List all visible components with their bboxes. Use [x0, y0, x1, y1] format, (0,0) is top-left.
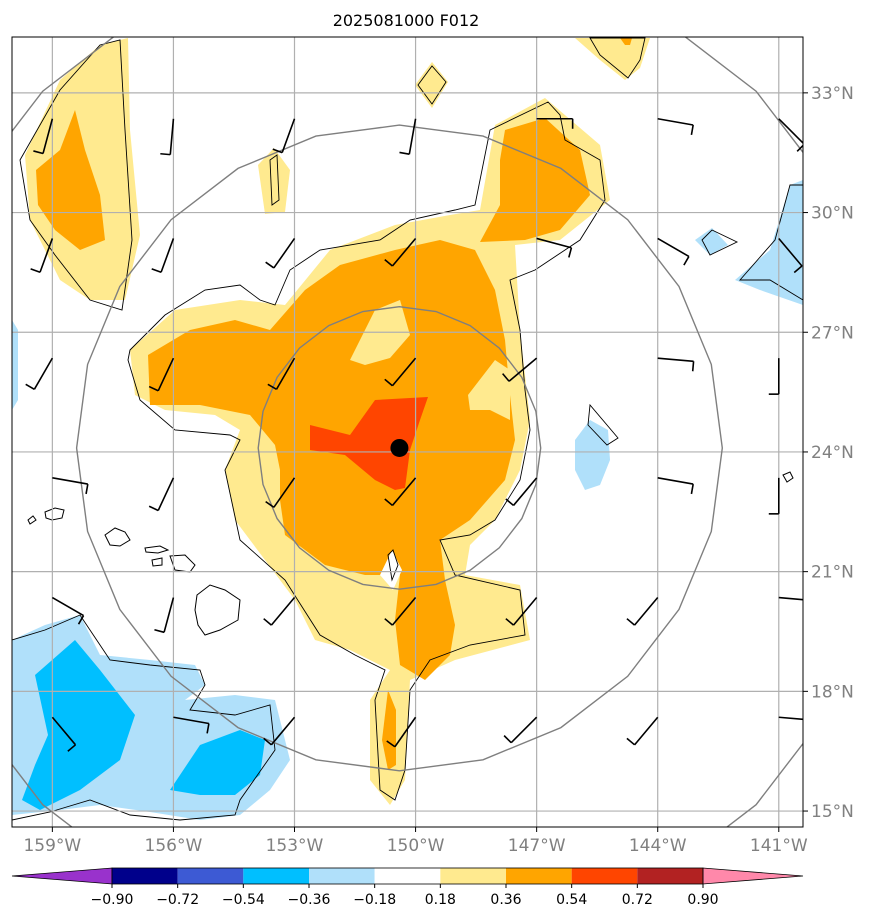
wind-barb [778, 596, 803, 601]
wind-barb [768, 358, 780, 395]
wind-barb [384, 597, 417, 626]
wind-barb [657, 117, 694, 135]
wind-barb [25, 357, 54, 391]
wind-barb [272, 118, 296, 154]
wind-barb [502, 357, 538, 382]
wind-barb [657, 357, 695, 372]
wind-barb [148, 477, 175, 512]
lon-tick-label: 150°W [387, 836, 445, 856]
wind-barb [265, 477, 296, 508]
lon-tick-label: 147°W [508, 836, 566, 856]
wind-barb [384, 477, 417, 507]
wind-barb [778, 118, 803, 152]
colorbar-label: −0.54 [222, 892, 265, 908]
wind-barb [384, 237, 417, 267]
wind-barb [263, 597, 296, 626]
wind-barb [51, 716, 77, 752]
lat-tick-label: 33°N [811, 84, 854, 104]
wind-barb [384, 357, 417, 387]
colorbar-label: 0.90 [687, 892, 718, 908]
colorbar-label: −0.18 [353, 892, 396, 908]
colorbar: −0.90 −0.72 −0.54 −0.36 −0.18 0.18 0.36 0.54 0.7… [11, 867, 804, 908]
lon-tick-label: 153°W [266, 836, 324, 856]
storm-center-marker [390, 438, 409, 457]
wind-barb [52, 477, 89, 495]
wind-barb [768, 477, 780, 515]
colorbar-segment [506, 868, 572, 884]
anomaly-fill-orange [36, 38, 632, 770]
colorbar-segment [309, 868, 375, 884]
lon-tick-label: 144°W [629, 836, 687, 856]
colorbar-label: −0.36 [288, 892, 331, 908]
wind-barb [263, 716, 296, 746]
colorbar-extend-low [11, 867, 113, 885]
wind-barb [399, 118, 417, 155]
wind-barb [173, 716, 210, 734]
lon-tick-label: 141°W [750, 836, 808, 856]
colorbar-label: 0.18 [425, 892, 456, 908]
range-ring [257, 305, 542, 590]
colorbar-extend-high [702, 867, 804, 885]
lon-tick-label: 159°W [23, 836, 81, 856]
map-frame [11, 36, 804, 828]
lat-tick-label: 15°N [811, 802, 854, 822]
axis-tick-marks [51, 92, 808, 832]
wind-barb [626, 597, 659, 626]
colorbar-segment [243, 868, 309, 884]
lat-tick-label: 30°N [811, 204, 854, 224]
lat-tick-label: 21°N [811, 563, 854, 583]
anomaly-fill-sky-blue [22, 640, 265, 810]
wind-barb [30, 238, 54, 274]
wind-barb [536, 117, 574, 129]
colorbar-frame [111, 867, 704, 885]
colorbar-segment [112, 868, 178, 884]
wind-barb [657, 477, 694, 495]
colorbar-segment [571, 868, 638, 884]
wind-barbs [25, 117, 803, 752]
colorbar-segment [440, 868, 506, 884]
wind-barb [386, 716, 417, 748]
longitude-tick-labels: 159°W 156°W 153°W 150°W 147°W 144°W 141°W [23, 836, 807, 856]
wind-barb [505, 597, 538, 626]
wind-barb [503, 716, 538, 744]
wind-barb [265, 237, 296, 269]
wind-barb [151, 238, 175, 274]
colorbar-label: 0.54 [556, 892, 587, 908]
colorbar-label: 0.36 [490, 892, 521, 908]
colorbar-segment [637, 868, 703, 884]
lon-tick-label: 156°W [145, 836, 203, 856]
wind-barb [778, 237, 803, 274]
wind-barb [778, 716, 803, 721]
colorbar-segment [374, 868, 441, 884]
wind-barb [148, 357, 175, 392]
figure-title: 2025081000 F012 [333, 11, 480, 30]
wind-barb [505, 477, 538, 507]
wind-barb [51, 596, 85, 625]
coastline-hawaii [27, 471, 794, 636]
range-ring [75, 124, 724, 772]
lat-tick-label: 18°N [811, 682, 854, 702]
wind-barb [657, 237, 690, 266]
latitude-tick-labels: 15°N 18°N 21°N 24°N 27°N 30°N 33°N [811, 84, 854, 822]
colorbar-label: −0.72 [156, 892, 199, 908]
wind-barb [267, 357, 296, 391]
lat-tick-label: 24°N [811, 443, 854, 463]
wind-barb [626, 716, 659, 746]
wind-barb [154, 597, 175, 634]
anomaly-fill-red-orange [310, 397, 428, 490]
gridlines [12, 37, 803, 827]
colorbar-segment [177, 868, 244, 884]
wind-barb [536, 237, 573, 258]
colorbar-label: −0.90 [91, 892, 134, 908]
wind-barb [160, 118, 175, 156]
lat-tick-label: 27°N [811, 323, 854, 343]
wind-barb [33, 118, 54, 155]
colorbar-label: 0.72 [622, 892, 653, 908]
